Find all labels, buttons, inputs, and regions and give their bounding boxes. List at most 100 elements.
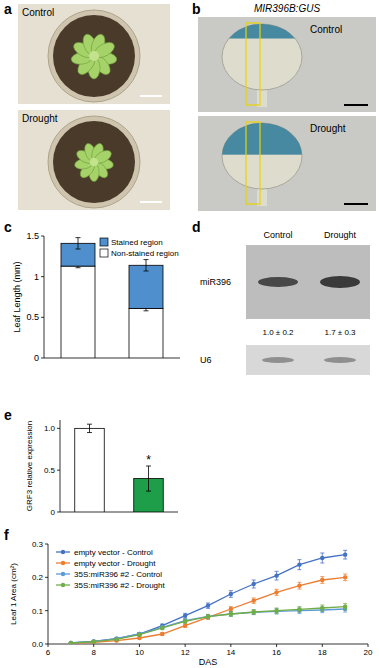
- x-tick-label: 8: [91, 648, 96, 657]
- legend-entry: 35S:miR396 #2 - Drought: [56, 581, 165, 590]
- figure: abcdefControlDroughtMIR396B:GUSControlDr…: [0, 0, 379, 668]
- error-bar-group: [183, 619, 187, 623]
- error-cap: [343, 603, 347, 604]
- plot-area: [75, 424, 164, 512]
- error-cap: [297, 612, 301, 613]
- error-bar-group: [229, 607, 233, 612]
- significance-mark: *: [146, 453, 151, 467]
- series-marker: [229, 612, 233, 616]
- x-tick-label: 18: [318, 648, 327, 657]
- error-bar-group: [137, 633, 141, 636]
- rosette-center: [89, 51, 99, 61]
- photo-background: [198, 116, 376, 211]
- error-cap: [343, 574, 347, 575]
- photo-background: [18, 4, 170, 104]
- error-cap: [297, 569, 301, 570]
- series-marker: [343, 575, 347, 579]
- error-cap: [252, 580, 256, 581]
- series-marker: [206, 614, 210, 618]
- x-tick: [368, 644, 369, 647]
- error-cap: [343, 550, 347, 551]
- legend-entry: Stained region: [100, 238, 163, 247]
- series-marker: [252, 610, 256, 614]
- error-cap: [275, 589, 279, 590]
- y-tick-label: 1.0: [44, 424, 56, 433]
- error-bar: [78, 238, 79, 249]
- x-tick-label: 10: [135, 648, 144, 657]
- error-cap: [144, 270, 149, 271]
- legend-label: Non-stained region: [111, 249, 179, 258]
- legend-entry: empty vector - Drought: [56, 559, 156, 568]
- series-marker: [274, 608, 278, 612]
- error-cap: [320, 605, 324, 606]
- series-marker: [206, 603, 210, 607]
- blot-quantity: 1.7 ± 0.3: [324, 328, 356, 337]
- legend-marker: [61, 550, 65, 554]
- error-cap: [146, 491, 151, 492]
- error-bar-group: [87, 424, 92, 432]
- error-bar-group: [206, 614, 210, 618]
- error-cap: [297, 589, 301, 590]
- error-cap: [87, 432, 92, 433]
- photo-label: Control: [310, 24, 342, 35]
- series-marker: [160, 626, 164, 630]
- series-line: [71, 555, 345, 643]
- y-axis-label: Leaf 1 Area (cm²): [9, 563, 18, 625]
- series-marker: [137, 632, 141, 636]
- series-marker: [229, 592, 233, 596]
- legend-swatch: [100, 238, 108, 246]
- series-marker: [320, 606, 324, 610]
- error-cap: [343, 609, 347, 610]
- y-tick-label: 0: [34, 353, 39, 363]
- x-tick: [185, 644, 186, 647]
- photo-label: Drought: [310, 123, 346, 134]
- error-cap: [320, 612, 324, 613]
- bar: [75, 428, 105, 512]
- error-bar-group: [275, 571, 279, 580]
- series-marker: [160, 632, 164, 636]
- y-tick: [45, 644, 48, 645]
- y-tick-label: 0.2: [32, 573, 44, 582]
- gus-stain: [220, 22, 305, 39]
- error-cap: [320, 576, 324, 577]
- error-cap: [343, 580, 347, 581]
- series-marker: [320, 578, 324, 582]
- error-cap: [206, 603, 210, 604]
- y-tick: [57, 428, 60, 429]
- error-bar-group: [275, 609, 279, 614]
- legend-marker: [61, 572, 65, 576]
- error-cap: [275, 608, 279, 609]
- series-marker: [343, 552, 347, 556]
- error-cap: [343, 559, 347, 560]
- series-marker: [274, 590, 278, 594]
- error-cap: [343, 612, 347, 613]
- error-bar-group: [275, 589, 279, 595]
- y-axis: [60, 420, 61, 512]
- error-cap: [275, 595, 279, 596]
- y-axis: [44, 236, 45, 358]
- error-bar-group: [229, 612, 233, 617]
- error-bar-group: [206, 615, 210, 619]
- blot-membrane: [246, 345, 370, 375]
- series-line: [71, 609, 345, 643]
- x-tick-label: 20: [364, 648, 373, 657]
- series-marker: [69, 641, 73, 644]
- x-tick: [322, 644, 323, 647]
- legend-swatch: [100, 249, 108, 257]
- panel-label: f: [4, 527, 9, 543]
- error-cap: [252, 614, 256, 615]
- legend-entry: Non-stained region: [100, 249, 179, 258]
- series-marker: [297, 562, 301, 566]
- series-marker: [343, 604, 347, 608]
- error-bar-group: [206, 615, 210, 619]
- panel-label: b: [192, 1, 201, 17]
- y-tick: [41, 358, 44, 359]
- error-cap: [320, 583, 324, 584]
- legend-marker: [61, 561, 65, 565]
- x-tick-label: 12: [181, 648, 190, 657]
- error-bar-group: [252, 610, 256, 615]
- blot-quantity: 1.0 ± 0.2: [262, 328, 294, 337]
- series-marker: [137, 632, 141, 636]
- error-bar-group: [144, 260, 149, 271]
- error-bar-group: [160, 626, 164, 629]
